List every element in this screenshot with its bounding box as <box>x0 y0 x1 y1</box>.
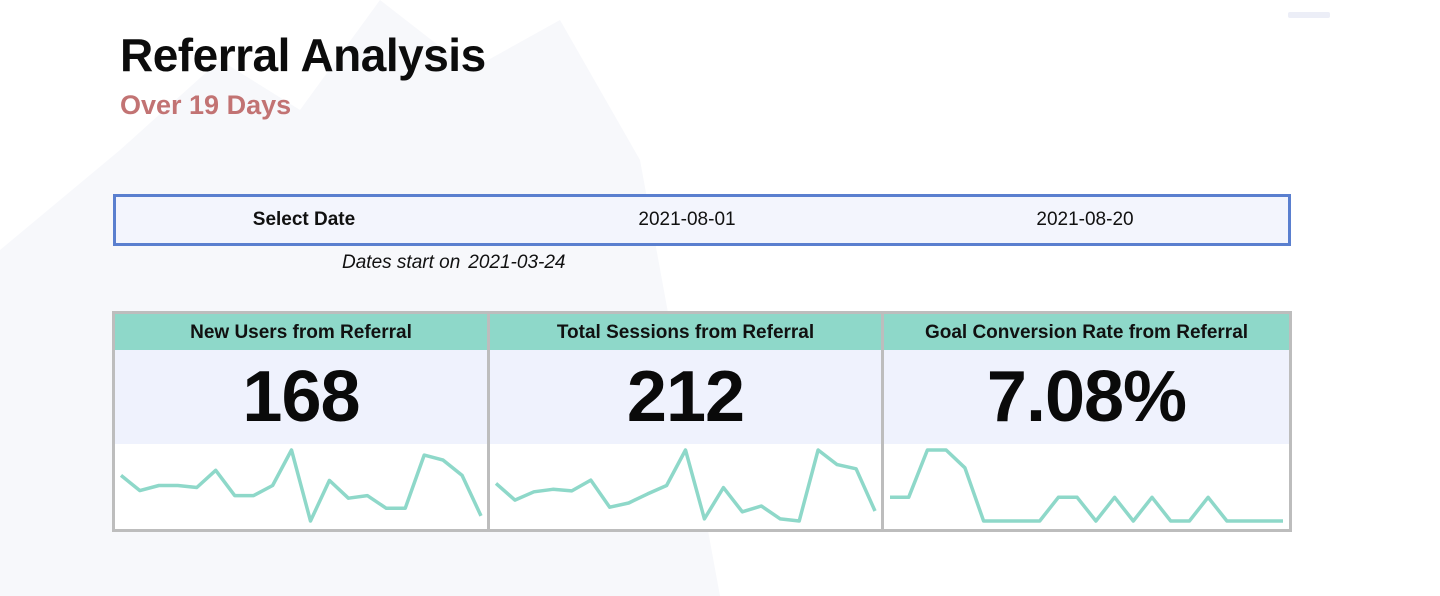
page-title: Referral Analysis <box>120 29 486 81</box>
top-right-dash-decoration <box>1288 12 1330 18</box>
date-range-selector: Select Date 2021-08-01 2021-08-20 <box>113 194 1291 246</box>
dates-start-note: Dates start on 2021-03-24 <box>342 252 573 274</box>
scorecard-value: 168 <box>115 350 487 444</box>
scorecard-total-sessions: Total Sessions from Referral 212 <box>490 314 884 529</box>
select-date-label: Select Date <box>252 209 356 230</box>
scorecard-new-users: New Users from Referral 168 <box>115 314 490 529</box>
scorecard-title: Goal Conversion Rate from Referral <box>884 314 1289 350</box>
sparkline-chart <box>884 444 1289 529</box>
metrics-scorecards: New Users from Referral 168 Total Sessio… <box>112 311 1292 532</box>
sparkline-line <box>119 448 483 523</box>
scorecard-title: New Users from Referral <box>115 314 487 350</box>
sparkline-chart <box>490 444 881 529</box>
scorecard-goal-conversion-rate: Goal Conversion Rate from Referral 7.08% <box>884 314 1289 529</box>
end-date-field[interactable]: 2021-08-20 <box>1036 209 1134 230</box>
scorecard-value: 212 <box>490 350 881 444</box>
dates-start-note-label: Dates start on <box>342 252 461 273</box>
sparkline-chart <box>115 444 487 529</box>
dates-start-note-date: 2021-03-24 <box>468 252 566 273</box>
sparkline-line <box>890 448 1283 523</box>
sparkline-line <box>494 448 877 523</box>
scorecard-title: Total Sessions from Referral <box>490 314 881 350</box>
scorecard-value: 7.08% <box>884 350 1289 444</box>
page-subtitle: Over 19 Days <box>120 90 292 120</box>
start-date-field[interactable]: 2021-08-01 <box>638 209 736 230</box>
